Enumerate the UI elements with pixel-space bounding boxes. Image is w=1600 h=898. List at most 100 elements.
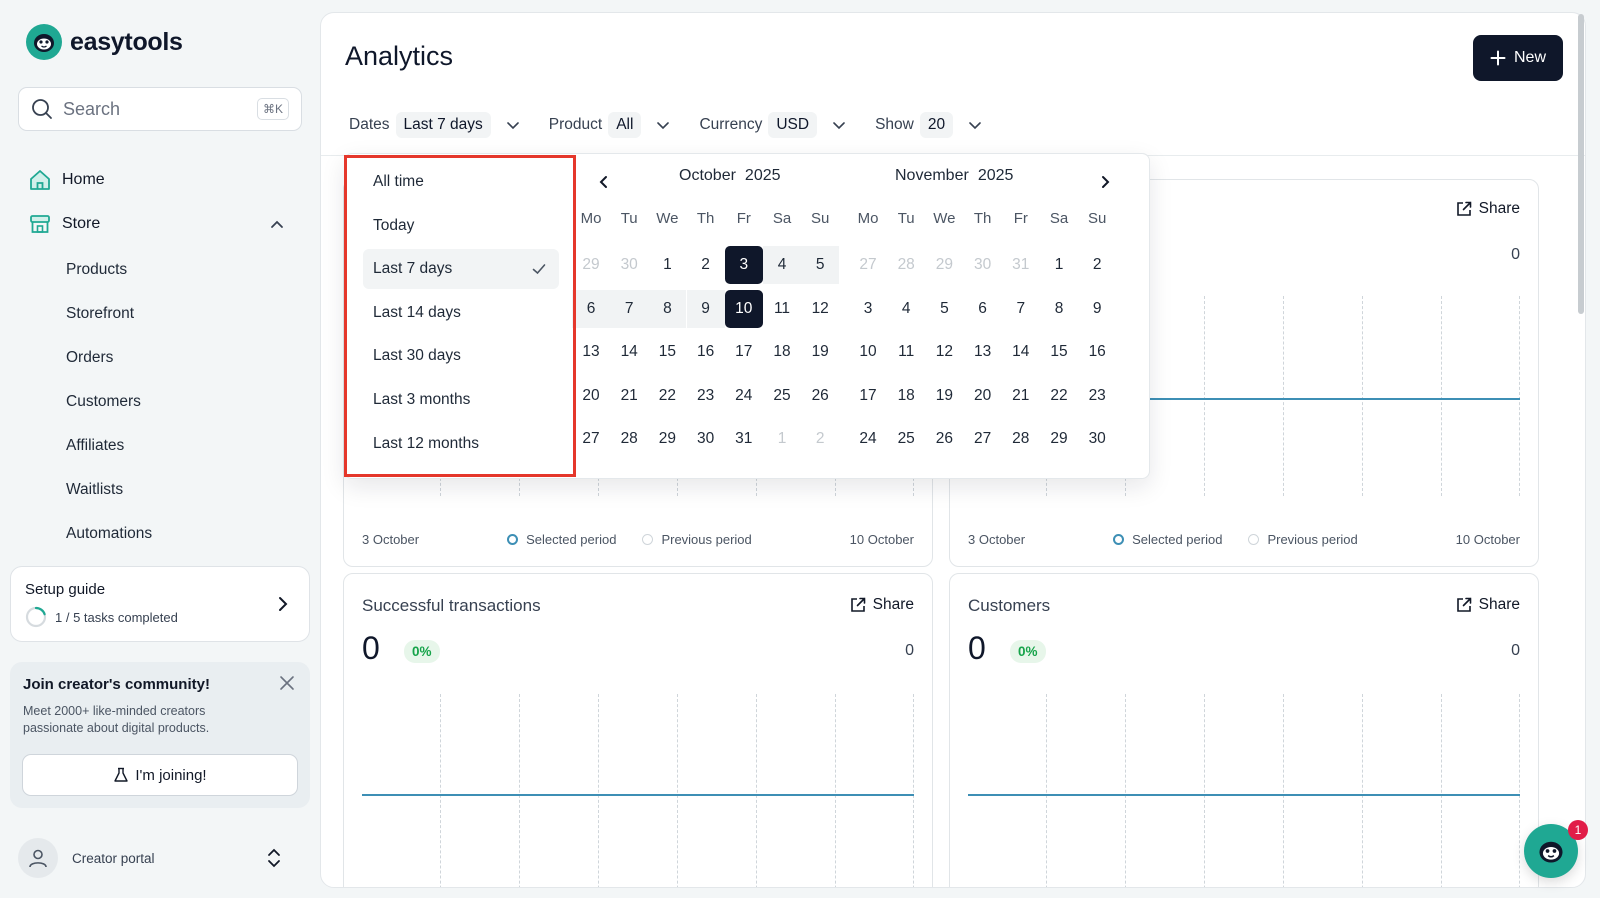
chevron-right-icon[interactable] bbox=[1097, 174, 1113, 190]
date-preset-option[interactable]: Last 30 days bbox=[363, 336, 559, 376]
calendar-day[interactable]: 23 bbox=[696, 386, 715, 404]
calendar-day[interactable]: 17 bbox=[735, 343, 753, 361]
date-preset-option[interactable]: Last 3 months bbox=[363, 380, 559, 420]
calendar-day[interactable]: 14 bbox=[1012, 343, 1030, 361]
calendar-day[interactable]: 21 bbox=[1012, 386, 1030, 404]
calendar-day[interactable]: 9 bbox=[686, 289, 725, 328]
calendar-day[interactable]: 5 bbox=[940, 299, 949, 317]
setup-guide-card[interactable]: Setup guide 1 / 5 tasks completed bbox=[10, 566, 310, 642]
calendar-day[interactable]: 18 bbox=[773, 343, 791, 361]
calendar-day[interactable]: 28 bbox=[620, 430, 638, 448]
date-preset-option[interactable]: Last 12 months bbox=[363, 424, 559, 464]
share-button[interactable]: Share bbox=[849, 596, 914, 614]
dates-filter[interactable]: Dates Last 7 days bbox=[349, 112, 521, 138]
calendar-day[interactable]: 13 bbox=[973, 343, 992, 361]
calendar-day[interactable]: 3 bbox=[863, 299, 873, 317]
new-button[interactable]: New bbox=[1473, 35, 1563, 81]
sidebar-item-orders[interactable]: Orders bbox=[66, 349, 114, 366]
sidebar-item-storefront[interactable]: Storefront bbox=[66, 305, 135, 322]
sidebar-item-home[interactable]: Home bbox=[28, 168, 105, 192]
calendar-day[interactable]: 1 bbox=[777, 430, 787, 448]
calendar-day[interactable]: 1 bbox=[1054, 256, 1064, 273]
calendar-day[interactable]: 21 bbox=[620, 386, 638, 404]
calendar-day-selected[interactable]: 10 bbox=[724, 289, 763, 328]
calendar-day[interactable]: 26 bbox=[935, 430, 954, 448]
calendar-day[interactable]: 8 bbox=[1054, 299, 1064, 317]
calendar-day[interactable]: 25 bbox=[773, 386, 791, 404]
calendar-day[interactable]: 14 bbox=[620, 343, 638, 361]
calendar-day[interactable]: 17 bbox=[859, 386, 877, 404]
calendar-day[interactable]: 29 bbox=[1050, 430, 1068, 448]
product-filter[interactable]: Product All bbox=[549, 112, 672, 138]
date-preset-option[interactable]: Last 7 days bbox=[363, 249, 559, 290]
calendar-day[interactable]: 1 bbox=[663, 256, 672, 273]
date-preset-option[interactable]: Today bbox=[363, 206, 559, 246]
calendar-day[interactable]: 2 bbox=[815, 430, 825, 448]
calendar-day[interactable]: 19 bbox=[935, 386, 954, 404]
calendar-day[interactable]: 4 bbox=[901, 299, 911, 317]
calendar-day[interactable]: 6 bbox=[978, 299, 987, 317]
creator-portal-switcher[interactable]: Creator portal bbox=[18, 838, 298, 878]
search-input[interactable] bbox=[63, 98, 243, 120]
calendar-day[interactable]: 8 bbox=[648, 289, 687, 328]
calendar-day[interactable]: 22 bbox=[1050, 386, 1068, 404]
calendar-day[interactable]: 24 bbox=[735, 386, 753, 404]
sidebar-item-affiliates[interactable]: Affiliates bbox=[66, 437, 125, 454]
calendar-day[interactable]: 30 bbox=[696, 430, 715, 448]
sidebar-item-waitlists[interactable]: Waitlists bbox=[66, 481, 124, 498]
calendar-day-selected[interactable]: 3 bbox=[724, 246, 763, 284]
sidebar-item-products[interactable]: Products bbox=[66, 261, 128, 278]
calendar-day[interactable]: 30 bbox=[620, 256, 638, 273]
close-icon[interactable] bbox=[278, 674, 296, 692]
calendar-day[interactable]: 12 bbox=[811, 299, 829, 317]
calendar-day[interactable]: 28 bbox=[1012, 430, 1030, 448]
calendar-day[interactable]: 5 bbox=[801, 246, 840, 284]
calendar-day[interactable]: 26 bbox=[811, 386, 829, 404]
chevron-left-icon[interactable] bbox=[596, 174, 612, 190]
calendar-day[interactable]: 28 bbox=[897, 256, 915, 273]
calendar-day[interactable]: 29 bbox=[658, 430, 677, 448]
calendar-day[interactable]: 20 bbox=[582, 386, 600, 404]
calendar-day[interactable]: 29 bbox=[935, 256, 954, 273]
calendar-day[interactable]: 23 bbox=[1088, 386, 1106, 404]
sidebar-item-customers[interactable]: Customers bbox=[66, 393, 141, 410]
calendar-day[interactable]: 11 bbox=[898, 343, 915, 361]
calendar-day[interactable]: 29 bbox=[582, 256, 600, 273]
calendar-day[interactable]: 7 bbox=[610, 289, 649, 328]
calendar-day[interactable]: 11 bbox=[773, 299, 791, 317]
calendar-day[interactable]: 2 bbox=[701, 256, 710, 273]
calendar-day[interactable]: 27 bbox=[973, 430, 992, 448]
sidebar-item-automations[interactable]: Automations bbox=[66, 525, 153, 542]
calendar-day[interactable]: 31 bbox=[1012, 256, 1030, 273]
calendar-day[interactable]: 16 bbox=[1088, 343, 1106, 361]
calendar-day[interactable]: 19 bbox=[811, 343, 829, 361]
chevron-up-icon[interactable] bbox=[268, 216, 286, 234]
calendar-day[interactable]: 18 bbox=[897, 386, 915, 404]
calendar-day[interactable]: 30 bbox=[1088, 430, 1106, 448]
search-box[interactable]: ⌘K bbox=[18, 87, 302, 131]
calendar-day[interactable]: 15 bbox=[658, 343, 677, 361]
calendar-day[interactable]: 12 bbox=[935, 343, 954, 361]
share-button[interactable]: Share bbox=[1455, 200, 1520, 218]
calendar-day[interactable]: 24 bbox=[859, 430, 877, 448]
sidebar-item-store[interactable]: Store bbox=[28, 212, 100, 236]
calendar-day[interactable]: 2 bbox=[1092, 256, 1102, 273]
show-filter[interactable]: Show 20 bbox=[875, 112, 983, 138]
date-preset-option[interactable]: All time bbox=[363, 162, 559, 202]
join-community-button[interactable]: I'm joining! bbox=[22, 754, 298, 796]
date-preset-option[interactable]: Last 14 days bbox=[363, 293, 559, 333]
currency-filter[interactable]: Currency USD bbox=[699, 112, 847, 138]
calendar-day[interactable]: 30 bbox=[973, 256, 992, 273]
calendar-day[interactable]: 27 bbox=[582, 430, 600, 448]
share-button[interactable]: Share bbox=[1455, 596, 1520, 614]
calendar-day[interactable]: 31 bbox=[735, 430, 753, 448]
calendar-day[interactable]: 27 bbox=[859, 256, 877, 273]
calendar-day[interactable]: 16 bbox=[696, 343, 715, 361]
calendar-day[interactable]: 6 bbox=[572, 289, 610, 328]
scrollbar-thumb[interactable] bbox=[1578, 14, 1584, 314]
calendar-day[interactable]: 7 bbox=[1016, 299, 1026, 317]
calendar-day[interactable]: 10 bbox=[859, 343, 877, 361]
calendar-day[interactable]: 4 bbox=[763, 246, 801, 284]
calendar-day[interactable]: 25 bbox=[897, 430, 915, 448]
calendar-day[interactable]: 9 bbox=[1092, 299, 1102, 317]
